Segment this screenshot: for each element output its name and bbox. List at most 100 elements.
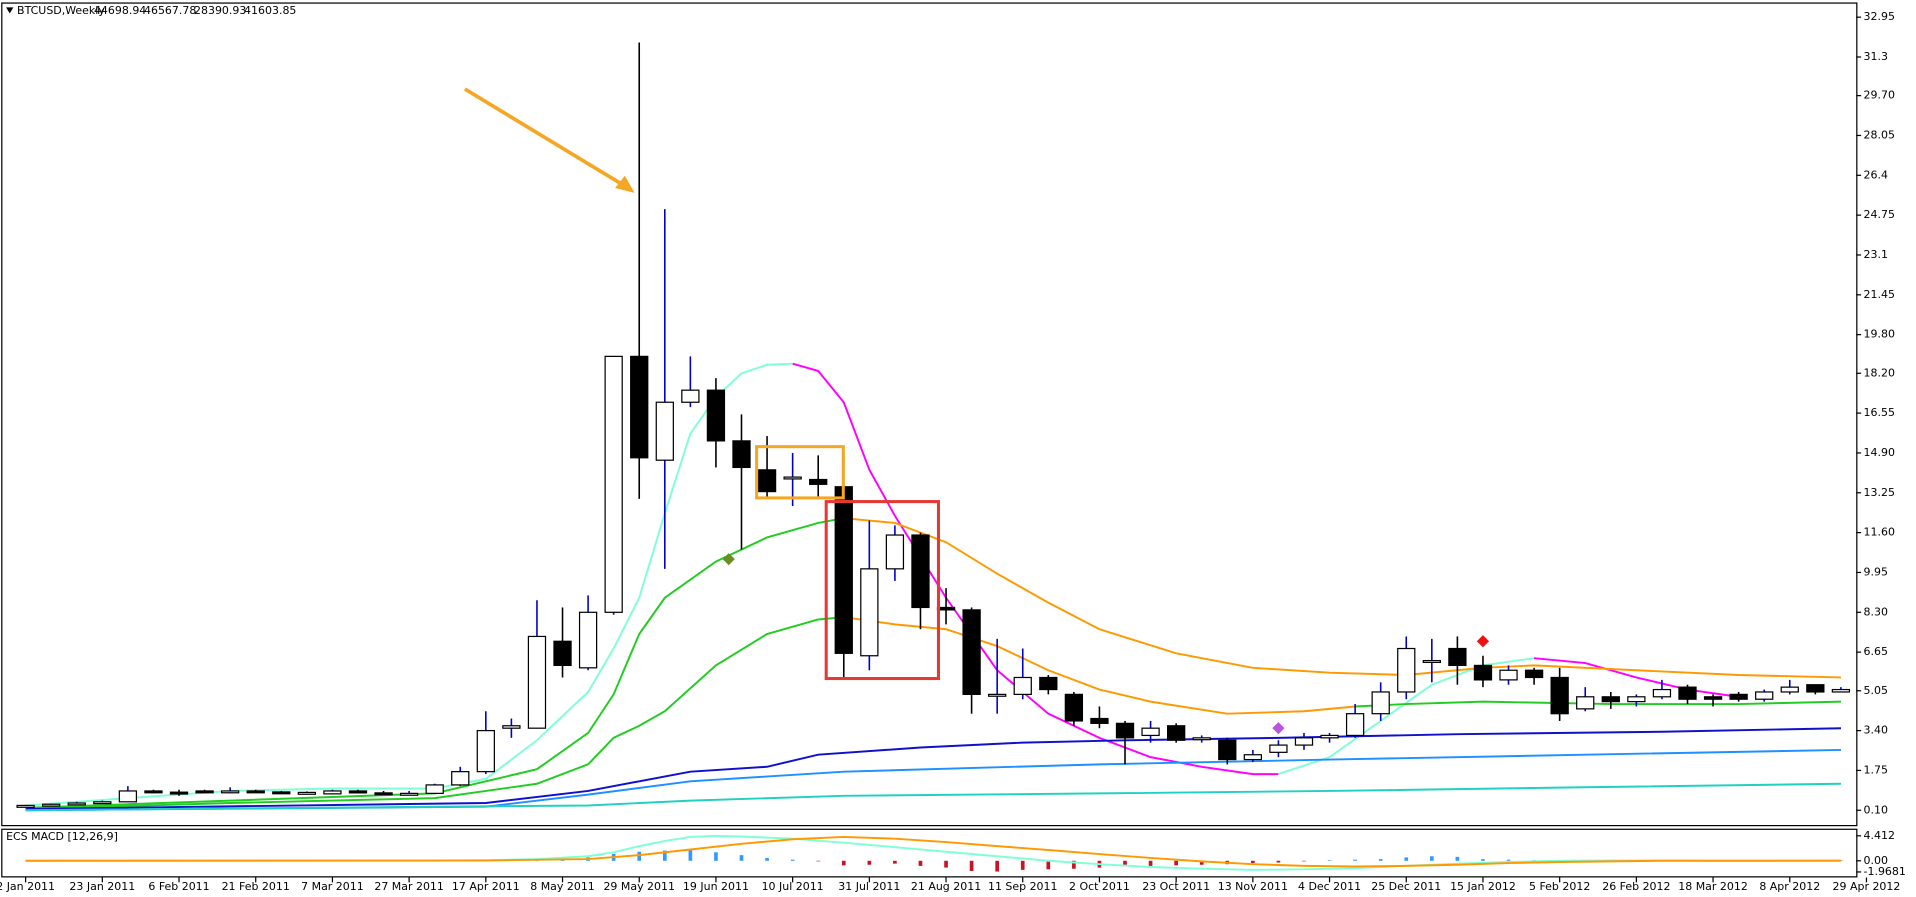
y-tick-label: 29.70 xyxy=(1864,89,1895,102)
candle-body xyxy=(1115,722,1135,739)
y2-tick-label: -1.9681 xyxy=(1864,865,1906,878)
candle-body xyxy=(1550,676,1569,715)
candle-body xyxy=(16,804,35,808)
collapse-icon[interactable] xyxy=(6,7,14,14)
candle-body xyxy=(144,790,163,794)
x-tick-label: 23 Oct 2011 xyxy=(1142,880,1210,893)
y-tick-label: 23.1 xyxy=(1864,248,1888,261)
candle-body xyxy=(1729,693,1748,700)
macd-title: ECS MACD [12,26,9] xyxy=(6,830,118,843)
candle-body xyxy=(42,803,61,807)
candle-body xyxy=(630,355,649,459)
x-tick-label: 23 Jan 2011 xyxy=(69,880,135,893)
macd-bar xyxy=(918,860,923,866)
y-tick-label: 16.55 xyxy=(1864,406,1895,419)
y2-tick-label: 4.412 xyxy=(1864,829,1895,842)
y-tick-label: 28.05 xyxy=(1864,128,1895,141)
y-tick-label: 32.95 xyxy=(1864,10,1895,23)
y-tick-label: 0.10 xyxy=(1864,803,1888,816)
x-tick-label: 29 May 2011 xyxy=(603,880,675,893)
y-tick-label: 18.20 xyxy=(1864,366,1895,379)
x-tick-label: 15 Jan 2012 xyxy=(1450,880,1516,893)
candle-body xyxy=(553,640,572,667)
candle-body xyxy=(1090,717,1109,724)
macd-bar xyxy=(1046,860,1051,870)
plot: 32.95 31.3 29.70 28.05 26.4 24.75 23.1 21.45 19.… xyxy=(0,10,1906,893)
candle-body xyxy=(323,790,342,795)
macd-bar xyxy=(1174,860,1178,866)
macd-bar xyxy=(1251,860,1255,864)
candle-body xyxy=(1141,727,1160,737)
candle-body xyxy=(1703,696,1723,700)
candle-body xyxy=(1166,725,1186,741)
x-tick-label: 26 Feb 2012 xyxy=(1602,880,1670,893)
macd-bar xyxy=(944,860,948,868)
candle-body xyxy=(757,469,777,493)
candle-body xyxy=(399,792,419,796)
macd-bar xyxy=(1455,856,1460,861)
macd-bar xyxy=(714,852,718,861)
candle-body xyxy=(1473,664,1493,681)
macd-bar xyxy=(688,850,693,861)
y-tick-label: 9.95 xyxy=(1864,565,1888,578)
x-tick-label: 21 Feb 2011 xyxy=(222,880,290,893)
candle-body xyxy=(374,792,393,796)
x-tick-label: 25 Dec 2011 xyxy=(1371,880,1441,893)
macd-bar xyxy=(841,860,846,866)
candle-body xyxy=(1320,734,1339,739)
candle-body xyxy=(1039,676,1058,691)
indicator-line xyxy=(1355,700,1841,708)
candle-body xyxy=(1499,669,1518,681)
candle-body xyxy=(1243,754,1263,761)
candle-body xyxy=(1269,744,1288,753)
candle-body xyxy=(860,568,879,657)
y-tick-label: 14.90 xyxy=(1864,446,1895,459)
candle-body xyxy=(578,611,598,669)
indicator-line xyxy=(25,362,793,807)
macd-bar xyxy=(1123,860,1127,867)
candle-body xyxy=(1806,684,1825,693)
candle-body xyxy=(1627,696,1646,703)
candle-body xyxy=(451,771,470,786)
indicator-line xyxy=(25,727,1841,810)
candle-body xyxy=(1064,693,1084,722)
candle-body xyxy=(1601,696,1620,703)
x-tick-label: 21 Aug 2011 xyxy=(911,880,981,893)
annotation-arrowhead xyxy=(615,175,635,193)
annotation-box xyxy=(755,445,845,500)
candle-body xyxy=(502,725,521,729)
x-tick-label: 13 Nov 2011 xyxy=(1218,880,1288,893)
macd-bar xyxy=(995,860,1000,872)
candle-body xyxy=(118,790,138,803)
x-tick-label: 2 Jan 2011 xyxy=(0,880,55,893)
candle-body xyxy=(220,790,240,794)
macd-bar xyxy=(816,860,821,862)
indicator-line xyxy=(25,748,1841,812)
macd-bar xyxy=(1302,860,1306,862)
indicator-line xyxy=(843,517,1841,679)
candle-body xyxy=(1831,688,1851,693)
candle-body xyxy=(962,609,981,695)
macd-bar xyxy=(1506,859,1511,861)
indicator-line xyxy=(1533,657,1739,698)
y-tick-label: 19.80 xyxy=(1864,328,1895,341)
candle-body xyxy=(169,791,189,795)
indicator-line xyxy=(25,834,1841,871)
y-tick-label: 21.45 xyxy=(1864,288,1895,301)
candle-body xyxy=(809,478,828,485)
candle-body xyxy=(655,401,674,461)
macd-bar xyxy=(969,860,974,871)
x-tick-label: 11 Sep 2011 xyxy=(988,880,1058,893)
macd-bar xyxy=(1481,859,1485,861)
y-tick-label: 5.05 xyxy=(1864,684,1888,697)
x-tick-label: 5 Feb 2012 xyxy=(1529,880,1590,893)
candle-body xyxy=(706,389,726,442)
macd-bar xyxy=(1020,860,1025,870)
annotation-box xyxy=(824,500,940,681)
candle-body xyxy=(93,801,112,805)
candle-body xyxy=(527,635,547,729)
indicator-line xyxy=(25,835,1841,868)
macd-bar xyxy=(1199,860,1204,865)
